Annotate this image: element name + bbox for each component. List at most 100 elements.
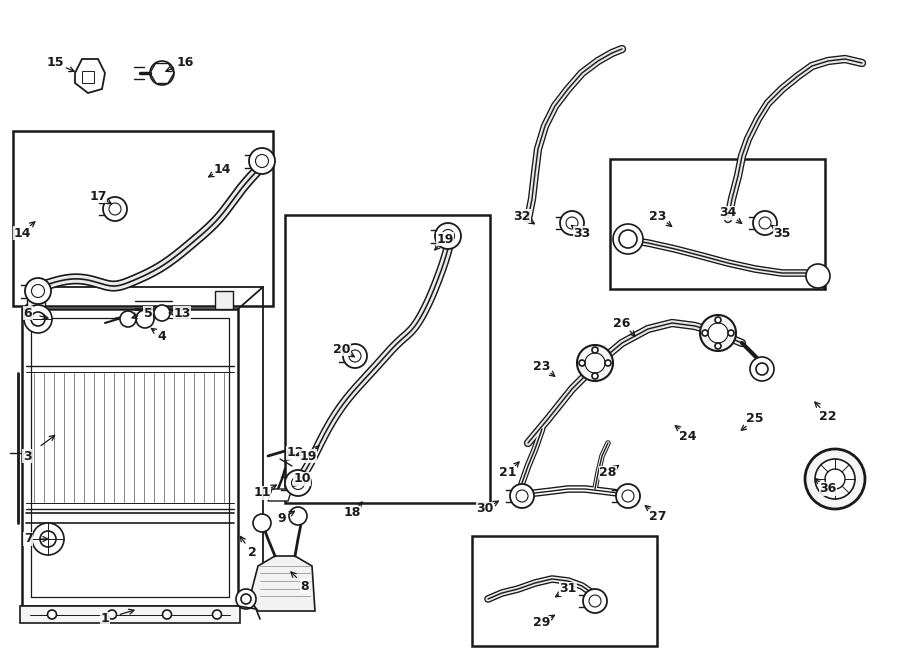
Circle shape [560,211,584,235]
Text: 34: 34 [719,206,737,219]
Text: 32: 32 [513,210,531,223]
Text: 21: 21 [500,467,517,479]
Circle shape [759,217,771,229]
Circle shape [136,310,154,328]
Text: 36: 36 [819,483,837,496]
Circle shape [285,470,311,496]
Circle shape [24,305,52,333]
Circle shape [583,589,607,613]
Circle shape [805,449,865,509]
Circle shape [154,305,170,321]
Circle shape [605,360,611,366]
Text: 6: 6 [23,307,32,319]
Circle shape [109,203,121,215]
Polygon shape [215,291,233,309]
Polygon shape [75,59,105,93]
Circle shape [163,610,172,619]
Text: 15: 15 [46,56,64,69]
Circle shape [212,610,221,619]
Circle shape [613,224,643,254]
Text: 12: 12 [286,446,304,459]
Circle shape [700,315,736,351]
Bar [20,606,240,623]
Text: 17: 17 [89,190,107,202]
Text: 3: 3 [22,449,32,463]
Text: 7: 7 [23,533,32,545]
Circle shape [249,148,275,174]
Text: 20: 20 [333,342,351,356]
Circle shape [815,459,855,499]
Circle shape [435,223,461,249]
Text: 31: 31 [559,582,577,596]
Circle shape [236,589,256,609]
Circle shape [619,230,637,248]
Bar [285,215,490,503]
Circle shape [566,217,578,229]
Text: 23: 23 [649,210,667,223]
Circle shape [120,311,136,327]
Circle shape [579,360,585,366]
Circle shape [622,490,634,502]
Circle shape [32,284,44,297]
Text: 16: 16 [176,56,194,69]
Circle shape [753,211,777,235]
Circle shape [256,155,268,167]
Polygon shape [268,489,292,501]
Text: 19: 19 [436,233,454,245]
Circle shape [103,197,127,221]
Circle shape [825,469,845,489]
Circle shape [516,490,528,502]
Circle shape [585,353,605,373]
Text: 5: 5 [144,307,152,319]
Circle shape [25,278,51,304]
Text: 18: 18 [343,506,361,520]
Text: 4: 4 [158,329,166,342]
Circle shape [577,345,613,381]
Text: 8: 8 [301,580,310,592]
Text: 27: 27 [649,510,667,522]
Text: 1: 1 [101,613,110,625]
Circle shape [253,514,271,532]
Text: 22: 22 [819,410,837,422]
Circle shape [48,610,57,619]
Text: 23: 23 [534,360,551,373]
Circle shape [592,373,598,379]
Text: 13: 13 [174,307,191,319]
Bar [82,71,94,83]
Text: 19: 19 [300,449,317,463]
Circle shape [289,507,307,525]
Circle shape [150,61,174,85]
Text: 29: 29 [534,617,551,629]
Text: 2: 2 [248,547,256,559]
Circle shape [31,312,45,326]
Circle shape [715,343,721,349]
Circle shape [40,531,56,547]
Circle shape [32,523,64,555]
Text: 14: 14 [14,227,31,239]
Text: 25: 25 [746,412,764,426]
Circle shape [756,363,768,375]
Bar [610,159,825,289]
Bar [13,131,273,306]
Circle shape [589,595,601,607]
Circle shape [107,610,116,619]
Text: 28: 28 [599,467,616,479]
Circle shape [806,264,830,288]
Circle shape [728,330,734,336]
Polygon shape [27,291,45,309]
Text: 35: 35 [773,227,791,239]
Text: 11: 11 [253,486,271,500]
Circle shape [442,229,454,243]
Text: 26: 26 [613,317,631,329]
Text: 9: 9 [278,512,286,525]
Circle shape [343,344,367,368]
Text: 33: 33 [573,227,590,239]
Circle shape [702,330,708,336]
Polygon shape [252,556,315,611]
Circle shape [241,594,251,604]
Text: 10: 10 [293,473,310,485]
Circle shape [708,323,728,343]
Text: 24: 24 [680,430,697,442]
Text: 14: 14 [213,163,230,176]
Circle shape [510,484,534,508]
